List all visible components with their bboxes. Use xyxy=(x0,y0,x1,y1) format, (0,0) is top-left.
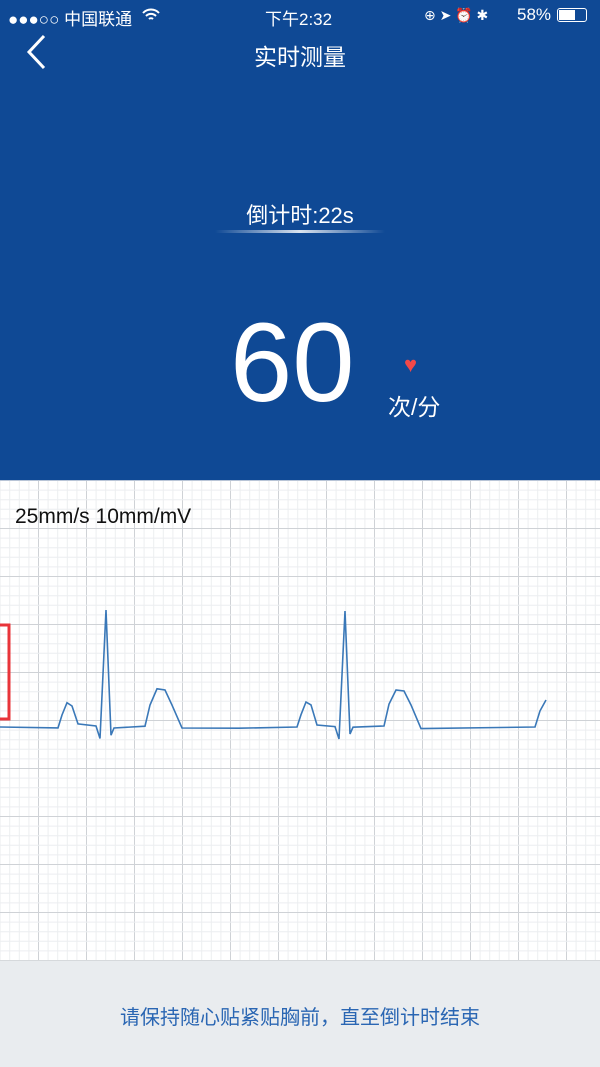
footer-tip: 请保持随心贴紧贴胸前，直至倒计时结束 xyxy=(120,1007,480,1029)
ecg-scale-label: 25mm/s 10mm/mV xyxy=(15,505,192,528)
status-icons: ⊕ ➤ ⏰ ✱ xyxy=(424,7,489,23)
clock: 下午2:32 xyxy=(265,10,333,29)
battery-icon xyxy=(557,8,587,22)
page-title: 实时测量 xyxy=(254,44,346,70)
carrier: ●●●○○ 中国联通 xyxy=(8,10,133,29)
wifi-icon xyxy=(142,8,160,20)
footer xyxy=(0,960,600,1067)
heart-rate-unit: 次/分 xyxy=(388,394,441,420)
back-button[interactable] xyxy=(24,32,54,72)
calibration-marker xyxy=(0,623,11,721)
ecg-chart xyxy=(0,480,600,960)
header: ●●●○○ 中国联通 下午2:32 ⊕ ➤ ⏰ ✱ 58% 实时测量 倒计时:2… xyxy=(0,0,600,480)
ecg-trace xyxy=(0,609,547,740)
countdown: 倒计时:22s xyxy=(246,203,354,228)
heart-rate-value: 60 xyxy=(230,300,355,425)
battery-percent: 58% xyxy=(517,5,552,24)
heart-icon: ♥ xyxy=(404,352,418,377)
countdown-underline xyxy=(215,230,385,233)
